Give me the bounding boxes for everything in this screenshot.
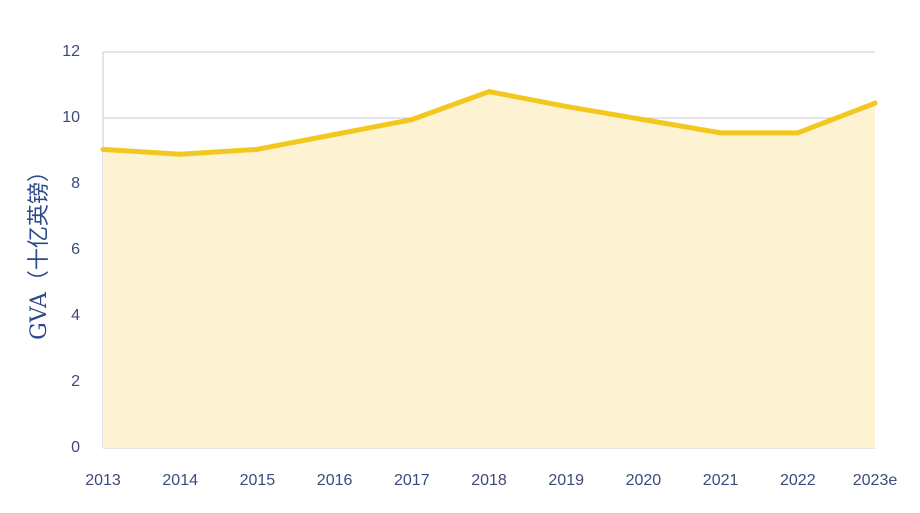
x-tick-label: 2013: [85, 472, 121, 489]
y-tick-label: 6: [71, 241, 80, 258]
y-tick-label: 0: [71, 439, 80, 456]
x-tick-label: 2018: [471, 472, 507, 489]
data-point-2015: [254, 146, 260, 152]
x-tick-label: 2014: [162, 472, 198, 489]
x-tick-label: 2017: [394, 472, 430, 489]
x-tick-label: 2016: [317, 472, 353, 489]
data-point-2019: [563, 103, 569, 109]
data-point-2023e: [872, 100, 878, 106]
y-tick-label: 10: [62, 109, 80, 126]
y-tick-label: 4: [71, 307, 80, 324]
line-layer: [100, 89, 878, 157]
x-tick-label: 2023e: [853, 472, 898, 489]
data-point-2017: [409, 117, 415, 123]
data-point-2022: [795, 130, 801, 136]
x-tick-label: 2015: [240, 472, 276, 489]
data-point-2014: [177, 151, 183, 157]
y-tick-label: 2: [71, 373, 80, 390]
x-tick-label: 2022: [780, 472, 816, 489]
x-tick-label: 2019: [548, 472, 584, 489]
x-tick-label: 2020: [626, 472, 662, 489]
data-point-2020: [640, 117, 646, 123]
y-tick-label: 12: [62, 43, 80, 60]
data-point-2018: [486, 89, 492, 95]
area-fill: [103, 91, 875, 448]
data-point-2021: [718, 130, 724, 136]
data-point-2016: [332, 132, 338, 137]
x-tick-label: 2021: [703, 472, 739, 489]
y-axis-title: GVA（十亿英镑）: [27, 160, 52, 340]
data-point-2013: [100, 146, 106, 152]
x-tick-labels: 2013 2014 2015 2016 2017 2018 2019 2020 2021 2022…: [85, 472, 897, 489]
y-tick-label: 8: [71, 175, 80, 192]
area-layer: [103, 91, 875, 448]
y-tick-labels: 0 2 4 6 8 10 12: [62, 43, 80, 456]
